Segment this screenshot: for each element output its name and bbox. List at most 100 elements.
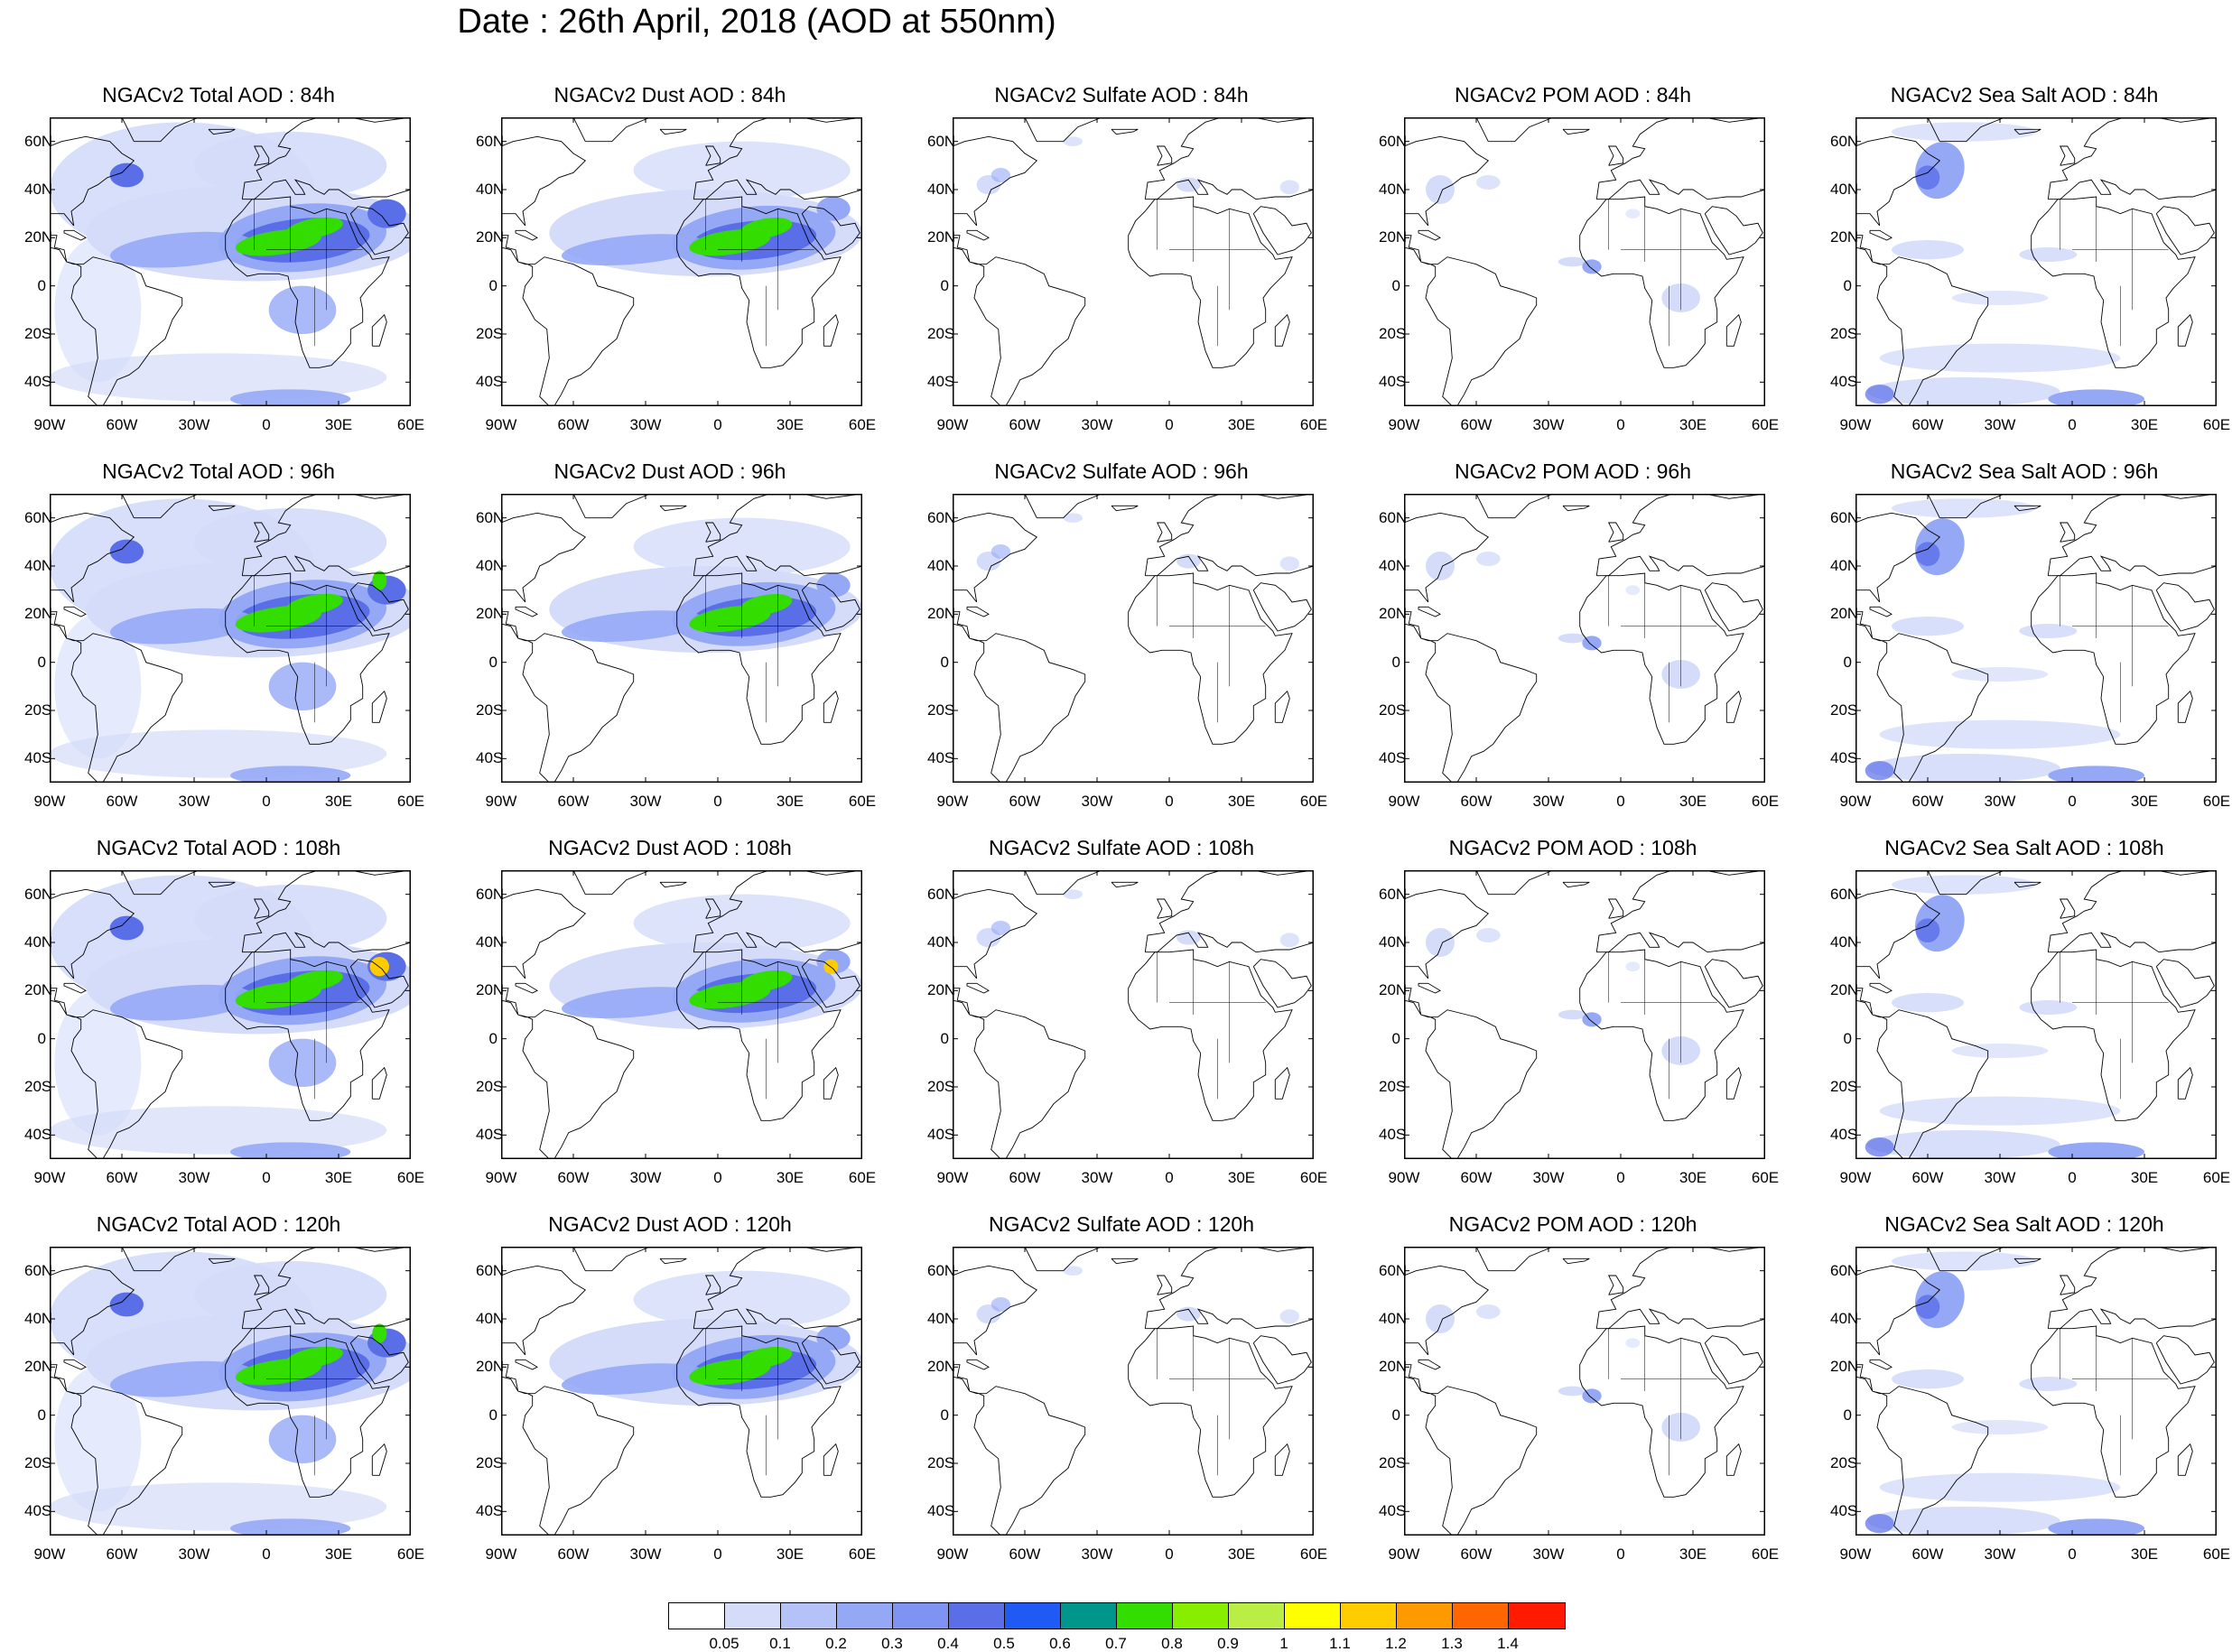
lon-tick-label: 90W xyxy=(485,793,517,810)
map-background xyxy=(953,1247,1314,1536)
aod-contour xyxy=(1879,1096,2121,1126)
colorbar-swatch xyxy=(1061,1603,1117,1629)
lon-tick-label: 90W xyxy=(33,416,66,433)
aod-contour xyxy=(194,1261,387,1329)
coastline xyxy=(50,135,135,227)
aod-contour xyxy=(285,593,343,616)
map-frame: 60N 40N 20N 0 20S 40S 90W 60W 30W 0 30E 60E xyxy=(476,494,876,810)
lat-tick-label: 20N xyxy=(1830,981,1859,999)
lon-tick-label: 0 xyxy=(1616,1545,1625,1563)
lat-tick-label: 20N xyxy=(927,981,956,999)
coastline xyxy=(121,870,200,896)
coastline xyxy=(572,1247,651,1272)
coastline xyxy=(1855,888,1941,979)
coastline xyxy=(1475,117,1554,143)
coastline xyxy=(1024,494,1102,519)
panel-title: NGACv2 Total AOD : 120h xyxy=(96,1212,341,1236)
colorbar-swatch xyxy=(1229,1603,1285,1629)
map-background xyxy=(953,494,1314,783)
map-canvas xyxy=(50,1247,411,1536)
lat-tick-label: 40S xyxy=(1379,1502,1407,1520)
aod-contour xyxy=(1426,928,1455,957)
lon-tick-label: 90W xyxy=(1388,1169,1420,1186)
coastline xyxy=(63,1359,87,1370)
coastline xyxy=(801,206,860,255)
map-frame: 60N 40N 20N 0 20S 40S 90W 60W 30W 0 30E 60E xyxy=(24,870,424,1186)
aod-contour xyxy=(109,162,144,188)
coastline xyxy=(1475,870,1554,896)
map-border xyxy=(501,870,862,1159)
colorbar-label: 0.05 xyxy=(709,1635,739,1652)
lat-tick-label: 40S xyxy=(476,749,504,767)
aod-contour xyxy=(2019,1377,2078,1391)
map-border xyxy=(1855,870,2217,1159)
map-canvas xyxy=(50,870,411,1159)
aod-contour xyxy=(1582,1388,1602,1404)
coastline xyxy=(1855,1364,1989,1536)
coastline xyxy=(2013,128,2041,135)
panel-title: NGACv2 Sulfate AOD : 120h xyxy=(988,1212,1255,1236)
lon-tick-label: 60W xyxy=(106,1545,138,1563)
aod-contour xyxy=(109,539,144,564)
coastline xyxy=(1562,128,1590,135)
lat-tick-label: 20N xyxy=(1379,981,1408,999)
lat-tick-label: 20S xyxy=(24,1454,52,1471)
aod-contour xyxy=(1476,175,1501,190)
lon-tick-label: 60W xyxy=(1911,1545,1944,1563)
aod-contour xyxy=(1867,1507,2060,1536)
lat-tick-label: 60N xyxy=(1379,885,1408,903)
coastline xyxy=(1927,1247,2005,1272)
lat-tick-label: 40S xyxy=(1379,1126,1407,1144)
coastline xyxy=(1144,1247,1314,1330)
colorbar-swatch xyxy=(949,1603,1005,1629)
map-canvas xyxy=(1855,870,2217,1159)
coastline xyxy=(704,145,721,166)
aod-contour xyxy=(194,885,387,952)
aod-contour xyxy=(285,1346,343,1369)
coastline xyxy=(1404,1265,1490,1356)
coastline xyxy=(676,1325,842,1498)
lat-tick-label: 40S xyxy=(1830,1502,1858,1520)
lon-tick-label: 30E xyxy=(776,793,804,810)
lon-tick-label: 60E xyxy=(1299,1169,1328,1186)
aod-contour xyxy=(633,894,851,952)
coastline xyxy=(208,881,236,888)
colorbar-swatch xyxy=(1173,1603,1229,1629)
map-panel: NGACv2 Dust AOD : 84h 60N 40N 20N 0 20S 40S 90W… xyxy=(476,81,876,433)
lat-tick-label: 20S xyxy=(24,1078,52,1095)
lat-tick-label: 20S xyxy=(1830,325,1858,342)
coastline xyxy=(1404,988,1538,1159)
coastline xyxy=(693,1247,862,1330)
coastline xyxy=(1024,1247,1102,1272)
coastline xyxy=(2047,117,2217,200)
coastline xyxy=(50,235,183,406)
aod-contour xyxy=(1892,1251,2036,1271)
coastline xyxy=(801,1335,860,1385)
aod-contour xyxy=(109,1360,255,1397)
lon-tick-label: 90W xyxy=(1388,416,1420,433)
map-border xyxy=(953,870,1314,1159)
lat-tick-label: 60N xyxy=(1379,1261,1408,1279)
map-frame: 60N 40N 20N 0 20S 40S 90W 60W 30W 0 30E 60E xyxy=(1379,1247,1779,1563)
coastline xyxy=(953,1265,1038,1356)
colorbar-swatch xyxy=(669,1603,725,1629)
aod-contour xyxy=(1582,1012,1602,1027)
aod-contour xyxy=(1426,175,1455,204)
lon-tick-label: 0 xyxy=(262,1169,271,1186)
coastline xyxy=(693,494,862,577)
coastline xyxy=(349,1335,409,1385)
coastline xyxy=(349,206,409,255)
coastline xyxy=(693,870,862,953)
coastline xyxy=(1607,898,1624,919)
lon-tick-label: 60W xyxy=(106,1169,138,1186)
lat-tick-label: 20N xyxy=(476,605,505,623)
lon-tick-label: 60E xyxy=(2202,1169,2231,1186)
lat-tick-label: 20S xyxy=(927,1078,955,1095)
map-frame: 60N 40N 20N 0 20S 40S 90W 60W 30W 0 30E 60E xyxy=(1379,117,1779,433)
lat-tick-label: 20S xyxy=(24,701,52,719)
panel-title: NGACv2 Dust AOD : 96h xyxy=(553,459,786,483)
aod-contour xyxy=(561,610,706,643)
panel-title: NGACv2 Dust AOD : 120h xyxy=(548,1212,792,1236)
lon-tick-label: 30W xyxy=(1081,416,1113,433)
colorbar-label: 0.6 xyxy=(1049,1635,1071,1652)
